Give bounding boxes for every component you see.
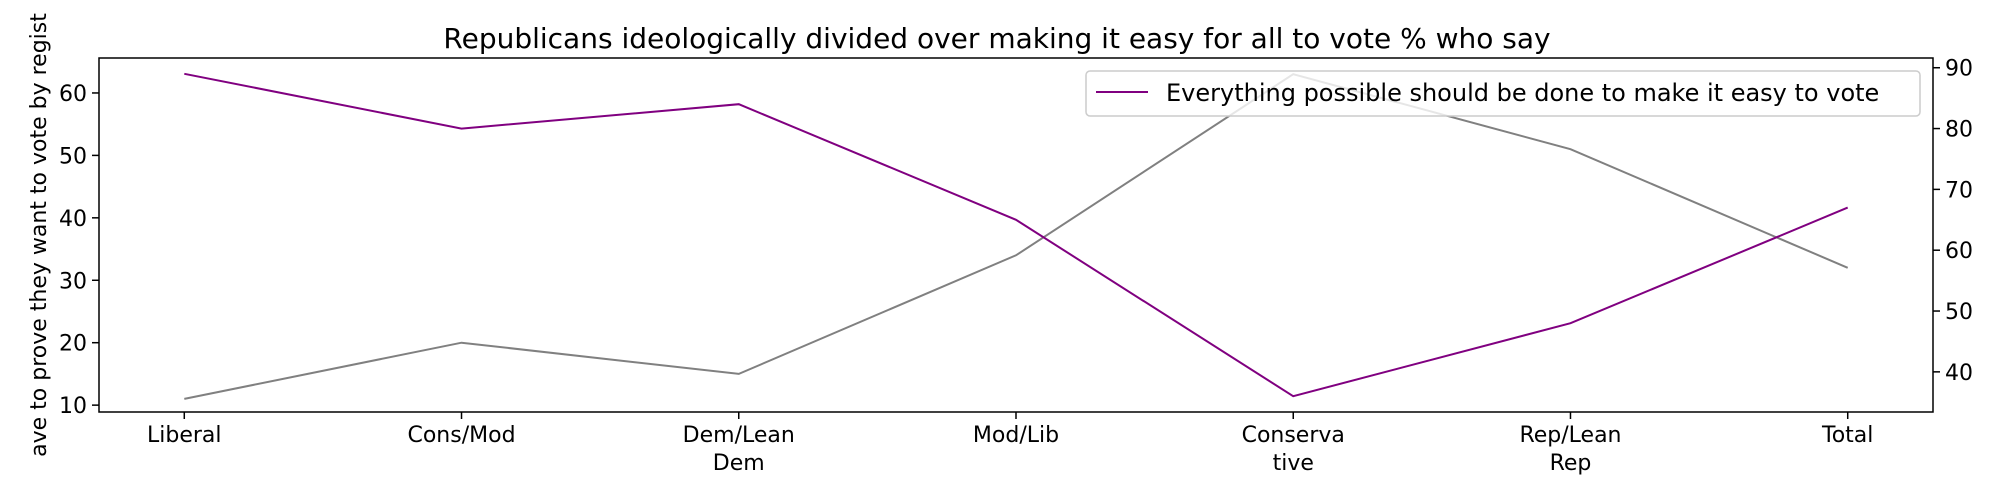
right-tick-label: 60 <box>1945 239 1973 264</box>
legend-frame <box>1085 70 1921 117</box>
series-line-left <box>184 73 1849 400</box>
left-y-axis: 10 20 30 40 50 60 <box>59 82 99 419</box>
right-tick-label: 80 <box>1945 118 1973 143</box>
left-tick-label: 50 <box>59 144 87 169</box>
x-tick-label: Liberal <box>147 423 222 448</box>
x-tick-label: Dem/Lean Dem <box>683 423 795 476</box>
left-tick-label: 60 <box>59 82 87 107</box>
x-tick-label: Conserva tive <box>1242 423 1345 476</box>
left-y-axis-label: ave to prove they want to vote by regist <box>27 13 52 457</box>
right-tick-label: 90 <box>1945 57 1973 82</box>
x-tick-label: Mod/Lib <box>973 423 1059 448</box>
x-axis: Liberal Cons/Mod Dem/Lean Dem Mod/Lib Conserv… <box>147 412 1873 476</box>
left-tick-label: 30 <box>59 269 87 294</box>
right-tick-label: 40 <box>1945 361 1973 386</box>
legend: Everything possible should be done to ma… <box>1085 70 1921 117</box>
right-y-axis: 40 50 60 70 80 90 <box>1933 57 1973 386</box>
left-tick-label: 20 <box>59 332 87 357</box>
right-tick-label: 50 <box>1945 300 1973 325</box>
left-tick-label: 40 <box>59 207 87 232</box>
x-tick-label: Rep/Lean Rep <box>1519 423 1621 476</box>
series-line-right <box>184 72 1849 398</box>
chart-title: Republicans ideologically divided over m… <box>443 22 1550 55</box>
legend-entry: Everything possible should be done to ma… <box>1166 79 1879 107</box>
left-tick-label: 10 <box>59 394 87 419</box>
x-tick-label: Total <box>1821 423 1873 448</box>
x-tick-label: Cons/Mod <box>407 423 515 448</box>
right-tick-label: 70 <box>1945 178 1973 203</box>
